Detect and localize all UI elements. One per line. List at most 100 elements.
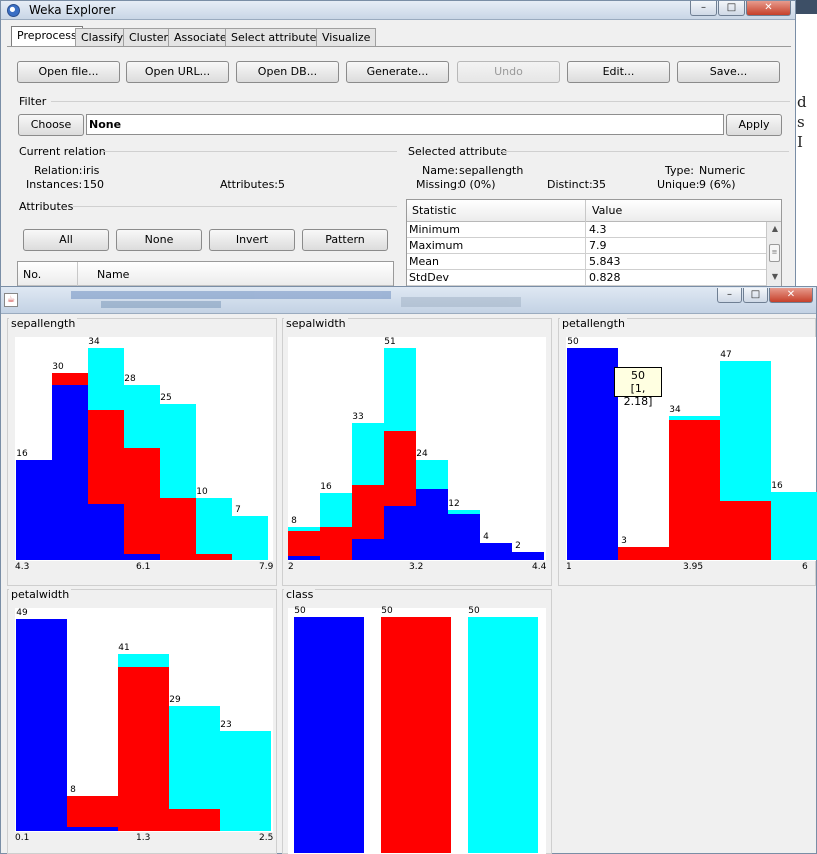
select-all-button[interactable]: All [23,229,109,251]
close-icon[interactable]: ✕ [746,1,791,16]
attributes-table[interactable]: No. Name [17,261,394,289]
sepalwidth-bar-series-2[interactable] [320,527,352,560]
petallength-bar-series-3[interactable] [669,416,720,420]
background-glyph: d [797,93,807,111]
petallength-bar-series-2[interactable] [720,501,771,560]
open-url-button[interactable]: Open URL... [126,61,229,83]
save-button[interactable]: Save... [677,61,780,83]
attributes-divider [73,206,397,207]
petalwidth-bin-count: 23 [220,720,232,730]
sepalwidth-bar-series-1[interactable] [448,514,480,560]
class-bin-count: 50 [381,606,393,616]
minimize-icon[interactable]: – [690,1,717,16]
sepalwidth-bar-series-1[interactable] [480,543,512,560]
sepallength-bar-series-1[interactable] [88,504,124,560]
statistics-scrollbar[interactable]: ▲ ≡ ▼ [766,222,781,286]
sepalwidth-bar-series-1[interactable] [512,552,544,560]
sepallength-bar-series-1[interactable] [52,385,88,560]
explorer-titlebar[interactable]: Weka Explorer – □ ✕ [1,1,795,20]
attributes-count-label: Attributes: [220,178,279,191]
table-row[interactable]: Maximum 7.9 [407,238,766,254]
invert-selection-button[interactable]: Invert [209,229,295,251]
sepallength-bar-series-2[interactable] [196,554,232,560]
sepallength-bar-series-2[interactable] [124,448,160,554]
sepalwidth-bar-series-3[interactable] [416,460,448,489]
attributes-table-header: No. Name [18,262,393,286]
tab-visualize[interactable]: Visualize [316,28,377,46]
sepalwidth-bar-series-2[interactable] [288,531,320,556]
petallength-bar-series-2[interactable] [618,547,669,560]
scroll-up-icon[interactable]: ▲ [771,224,779,233]
open-db-button[interactable]: Open DB... [236,61,339,83]
class-bar-series-2[interactable] [381,617,451,853]
value-column-header[interactable]: Value [592,204,623,217]
tab-classify[interactable]: Classify [75,28,130,46]
sepallength-bar-series-2[interactable] [88,410,124,504]
petalwidth-bar-series-2[interactable] [118,667,169,831]
sepalwidth-bar-series-1[interactable] [416,489,448,560]
petalwidth-bar-series-3[interactable] [169,706,220,809]
petallength-bar-series-1[interactable] [567,348,618,560]
sepalwidth-bar-series-1[interactable] [384,506,416,560]
sepallength-bar-series-3[interactable] [160,404,196,498]
statistic-column-header[interactable]: Statistic [412,204,457,217]
class-bar-series-1[interactable] [294,617,364,853]
petalwidth-bar-series-2[interactable] [67,796,118,827]
sepallength-bar-series-3[interactable] [88,348,124,410]
petalwidth-bar-series-3[interactable] [118,654,169,667]
open-file-button[interactable]: Open file... [17,61,120,83]
tab-cluster[interactable]: Cluster [123,28,175,46]
statistics-table[interactable]: Statistic Value Minimum 4.3 Maximum 7.9 … [406,199,782,287]
sepalwidth-bar-series-3[interactable] [320,493,352,527]
scroll-thumb[interactable]: ≡ [769,244,780,262]
table-row[interactable]: StdDev 0.828 [407,270,766,286]
choose-filter-button[interactable]: Choose [18,114,84,136]
sepalwidth-bar-series-3[interactable] [352,423,384,485]
minimize-icon[interactable]: – [717,288,742,303]
scroll-down-icon[interactable]: ▼ [771,272,779,281]
sepalwidth-bar-series-2[interactable] [384,431,416,506]
sepalwidth-bar-series-3[interactable] [448,510,480,514]
close-icon[interactable]: ✕ [769,288,813,303]
petallength-bar-series-2[interactable] [669,420,720,560]
class-bar-series-3[interactable] [468,617,538,853]
sepalwidth-bar-series-1[interactable] [288,556,320,560]
sepallength-bar-series-3[interactable] [232,516,268,560]
column-name-header[interactable]: Name [97,268,130,281]
tab-associate[interactable]: Associate [168,28,233,46]
sepalwidth-bar-series-3[interactable] [288,527,320,531]
apply-button[interactable]: Apply [726,114,782,136]
petalwidth-bar-series-3[interactable] [220,731,271,831]
edit-button[interactable]: Edit... [567,61,670,83]
petallength-bar-series-3[interactable] [720,361,771,501]
sepallength-bar-series-2[interactable] [52,373,88,385]
sepalwidth-bar-series-3[interactable] [384,348,416,431]
petallength-bar-series-3[interactable] [771,492,817,560]
visualize-titlebar[interactable]: ☕ – □ ✕ [1,287,816,314]
bar-tooltip: 50 [1, 2.18] [614,367,662,408]
sepallength-bar-series-2[interactable] [160,498,196,560]
pattern-button[interactable]: Pattern [302,229,388,251]
undo-button[interactable]: Undo [457,61,560,83]
sepalwidth-bin-count: 51 [384,337,396,347]
sepallength-bar-series-3[interactable] [196,498,232,554]
sepalwidth-bar-series-1[interactable] [352,539,384,560]
table-row[interactable]: Mean 5.843 [407,254,766,270]
sepallength-bar-series-1[interactable] [124,554,160,560]
select-none-button[interactable]: None [116,229,202,251]
column-no-header[interactable]: No. [23,268,42,281]
tab-preprocess[interactable]: Preprocess [11,26,83,47]
petalwidth-bar-series-1[interactable] [67,827,118,831]
sepallength-bar-series-3[interactable] [124,385,160,448]
sepalwidth-bar-series-2[interactable] [352,485,384,539]
maximize-icon[interactable]: □ [718,1,745,16]
maximize-icon[interactable]: □ [743,288,768,303]
filter-field[interactable]: None [86,114,724,135]
petalwidth-bar-series-1[interactable] [16,619,67,831]
generate-button[interactable]: Generate... [346,61,449,83]
sepallength-bar-series-1[interactable] [16,460,52,560]
table-row[interactable]: Minimum 4.3 [407,222,766,238]
tab-select-attributes[interactable]: Select attributes [225,28,329,46]
petalwidth-bar-series-2[interactable] [169,809,220,831]
petalwidth-tick-mid: 1.3 [136,833,151,843]
